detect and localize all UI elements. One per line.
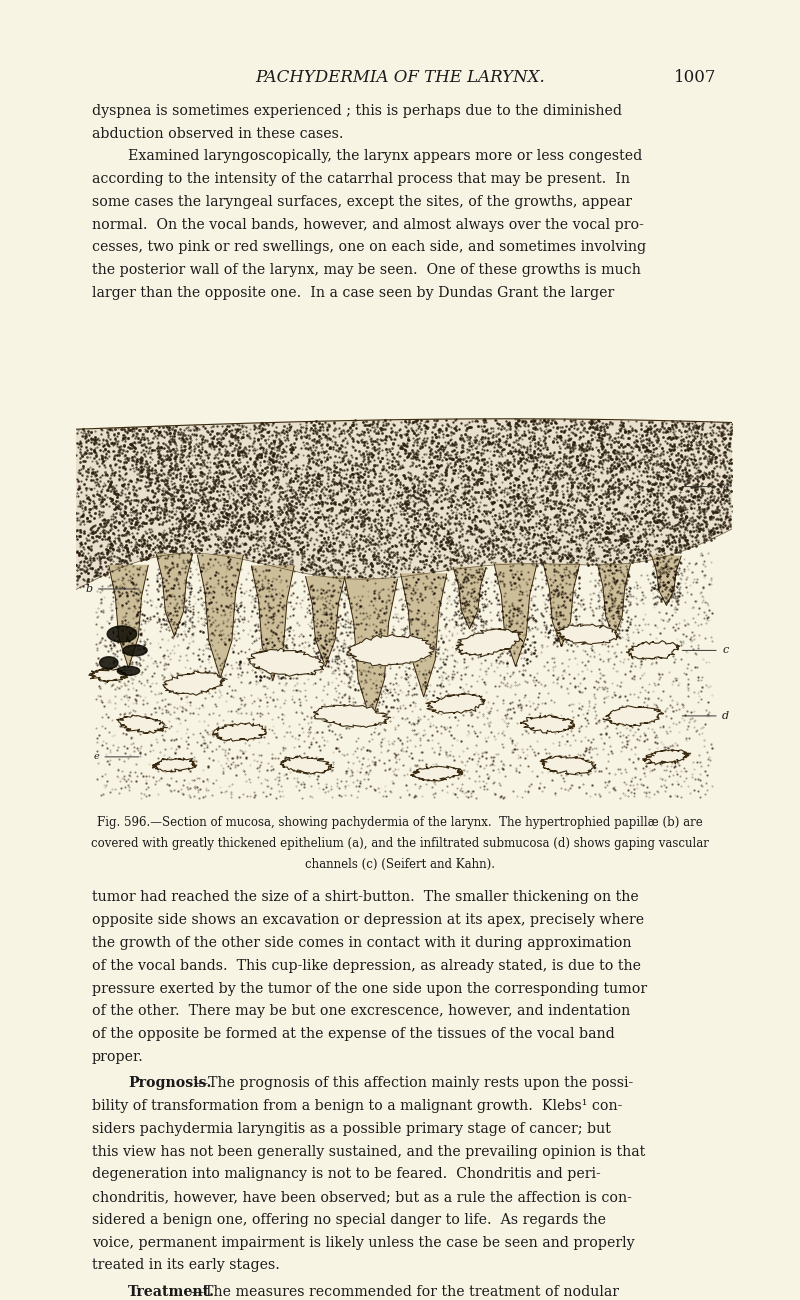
Polygon shape — [426, 694, 486, 714]
Text: opposite side shows an excavation or depression at its apex, precisely where: opposite side shows an excavation or dep… — [92, 913, 644, 927]
Polygon shape — [494, 564, 537, 667]
Text: Prognosis.: Prognosis. — [128, 1076, 211, 1091]
Polygon shape — [642, 750, 690, 764]
Text: according to the intensity of the catarrhal process that may be present.  In: according to the intensity of the catarr… — [92, 172, 630, 186]
Text: covered with greatly thickened epithelium (a), and the infiltrated submucosa (d): covered with greatly thickened epitheliu… — [91, 837, 709, 850]
Text: abduction observed in these cases.: abduction observed in these cases. — [92, 127, 343, 140]
Text: c: c — [722, 645, 729, 655]
Polygon shape — [100, 656, 118, 668]
Text: PACHYDERMIA OF THE LARYNX.: PACHYDERMIA OF THE LARYNX. — [255, 69, 545, 86]
Polygon shape — [123, 645, 147, 655]
Text: the posterior wall of the larynx, may be seen.  One of these growths is much: the posterior wall of the larynx, may be… — [92, 263, 641, 277]
Text: tumor had reached the size of a shirt-button.  The smaller thickening on the: tumor had reached the size of a shirt-bu… — [92, 891, 638, 905]
Polygon shape — [410, 766, 462, 781]
Text: bility of transformation from a benign to a malignant growth.  Klebs¹ con-: bility of transformation from a benign t… — [92, 1100, 622, 1113]
Text: siders pachydermia laryngitis as a possible primary stage of cancer; but: siders pachydermia laryngitis as a possi… — [92, 1122, 611, 1136]
Text: larger than the opposite one.  In a case seen by Dundas Grant the larger: larger than the opposite one. In a case … — [92, 286, 614, 300]
Polygon shape — [212, 723, 266, 741]
Text: chondritis, however, have been observed; but as a rule the affection is con-: chondritis, however, have been observed;… — [92, 1191, 632, 1204]
Polygon shape — [453, 568, 486, 629]
Text: —The prognosis of this affection mainly rests upon the possi-: —The prognosis of this affection mainly … — [194, 1076, 633, 1091]
Polygon shape — [345, 578, 398, 723]
Polygon shape — [603, 706, 663, 727]
Text: Treatment.: Treatment. — [128, 1286, 215, 1299]
Polygon shape — [153, 758, 197, 772]
Text: this view has not been generally sustained, and the prevailing opinion is that: this view has not been generally sustain… — [92, 1145, 646, 1158]
Polygon shape — [280, 755, 334, 774]
Text: voice, permanent impairment is likely unless the case be seen and properly: voice, permanent impairment is likely un… — [92, 1236, 634, 1249]
Text: e: e — [94, 753, 99, 762]
Polygon shape — [109, 566, 148, 668]
Text: b: b — [86, 584, 93, 594]
Polygon shape — [556, 624, 619, 645]
Polygon shape — [117, 715, 167, 733]
Polygon shape — [249, 649, 324, 676]
Polygon shape — [314, 705, 390, 728]
Text: dyspnea is sometimes experienced ; this is perhaps due to the diminished: dyspnea is sometimes experienced ; this … — [92, 104, 622, 118]
Polygon shape — [156, 554, 193, 636]
Polygon shape — [540, 757, 596, 775]
Text: sidered a benign one, offering no special danger to life.  As regards the: sidered a benign one, offering no specia… — [92, 1213, 606, 1227]
Text: of the other.  There may be but one excrescence, however, and indentation: of the other. There may be but one excre… — [92, 1005, 630, 1018]
Text: some cases the laryngeal surfaces, except the sites, of the growths, appear: some cases the laryngeal surfaces, excep… — [92, 195, 632, 209]
Polygon shape — [118, 667, 140, 676]
Text: Examined laryngoscopically, the larynx appears more or less congested: Examined laryngoscopically, the larynx a… — [128, 150, 642, 164]
Text: a: a — [722, 481, 729, 491]
Text: normal.  On the vocal bands, however, and almost always over the vocal pro-: normal. On the vocal bands, however, and… — [92, 217, 644, 231]
Polygon shape — [107, 625, 137, 642]
Text: the growth of the other side comes in contact with it during approximation: the growth of the other side comes in co… — [92, 936, 631, 950]
Text: Fig. 596.—Section of mucosa, showing pachydermia of the larynx.  The hypertrophi: Fig. 596.—Section of mucosa, showing pac… — [97, 816, 703, 829]
Polygon shape — [456, 629, 523, 656]
Polygon shape — [89, 668, 128, 683]
Text: of the vocal bands.  This cup-like depression, as already stated, is due to the: of the vocal bands. This cup-like depres… — [92, 959, 641, 972]
Text: pressure exerted by the tumor of the one side upon the corresponding tumor: pressure exerted by the tumor of the one… — [92, 982, 647, 996]
Text: of the opposite be formed at the expense of the tissues of the vocal band: of the opposite be formed at the expense… — [92, 1027, 614, 1041]
Polygon shape — [347, 634, 438, 666]
Polygon shape — [520, 715, 574, 733]
Polygon shape — [543, 564, 579, 646]
Polygon shape — [626, 641, 679, 659]
Polygon shape — [198, 555, 243, 679]
Polygon shape — [652, 556, 681, 606]
Text: treated in its early stages.: treated in its early stages. — [92, 1258, 280, 1273]
Text: cesses, two pink or red swellings, one on each side, and sometimes involving: cesses, two pink or red swellings, one o… — [92, 240, 646, 255]
Text: degeneration into malignancy is not to be feared.  Chondritis and peri-: degeneration into malignancy is not to b… — [92, 1167, 601, 1182]
Text: 1007: 1007 — [674, 69, 716, 86]
Text: channels (c) (Seifert and Kahn).: channels (c) (Seifert and Kahn). — [305, 858, 495, 871]
Polygon shape — [598, 564, 630, 638]
Polygon shape — [306, 577, 345, 667]
Polygon shape — [251, 566, 294, 681]
Text: —The measures recommended for the treatment of nodular: —The measures recommended for the treatm… — [190, 1286, 619, 1299]
Polygon shape — [401, 575, 446, 697]
Polygon shape — [163, 671, 227, 696]
Text: d: d — [722, 711, 730, 722]
Polygon shape — [76, 419, 732, 589]
Text: proper.: proper. — [92, 1050, 144, 1063]
